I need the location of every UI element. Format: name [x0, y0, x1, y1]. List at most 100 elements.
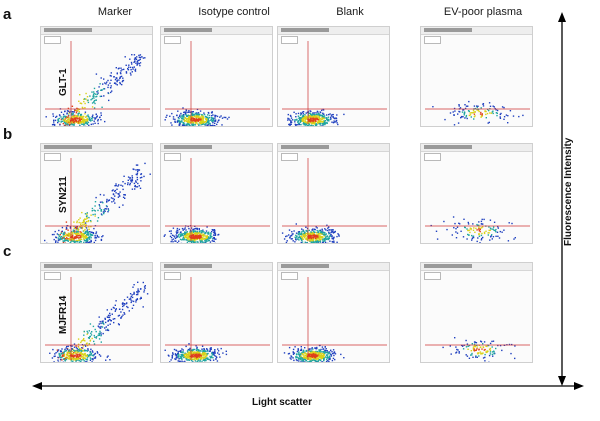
event-dot	[206, 349, 209, 351]
event-dot	[82, 339, 84, 342]
event-dot	[71, 237, 74, 239]
event-dot	[121, 185, 124, 187]
event-dot	[99, 83, 101, 85]
gate-dropdown[interactable]	[44, 153, 61, 161]
event-dot	[453, 227, 455, 229]
event-dot	[75, 117, 77, 120]
event-dot	[300, 239, 303, 242]
event-dot	[286, 235, 288, 237]
event-dot	[189, 125, 192, 126]
event-dot	[80, 353, 82, 355]
event-dot	[94, 102, 96, 105]
event-dot	[84, 235, 86, 238]
gate-dropdown[interactable]	[164, 272, 181, 280]
event-dot	[195, 352, 197, 354]
event-dot	[117, 185, 119, 187]
event-dot	[303, 232, 305, 234]
event-dot	[297, 357, 299, 359]
gate-dropdown[interactable]	[164, 36, 181, 44]
event-dot	[301, 111, 304, 113]
event-dot	[301, 234, 303, 236]
event-dot	[81, 120, 83, 123]
event-dot	[469, 231, 471, 234]
event-dot	[467, 345, 469, 347]
event-dot	[127, 176, 130, 178]
event-dot	[465, 346, 468, 348]
event-dot	[191, 351, 193, 353]
event-dot	[326, 114, 328, 116]
event-dot	[298, 351, 300, 353]
event-dot	[195, 349, 198, 352]
event-dot	[319, 241, 321, 243]
gate-dropdown[interactable]	[281, 36, 298, 44]
event-dot	[139, 54, 142, 56]
event-dot	[65, 239, 67, 241]
event-dot	[311, 229, 314, 231]
event-dot	[94, 236, 96, 239]
event-dot	[199, 350, 202, 352]
event-dot	[181, 355, 183, 357]
event-dot	[179, 120, 181, 123]
gate-dropdown[interactable]	[281, 153, 298, 161]
event-dot	[169, 361, 171, 362]
event-dot	[133, 293, 135, 295]
gate-dropdown[interactable]	[424, 36, 441, 44]
event-dot	[325, 348, 327, 350]
event-dot	[136, 63, 139, 65]
gate-dropdown[interactable]	[424, 153, 441, 161]
event-dot	[316, 357, 319, 359]
event-dot	[300, 238, 303, 240]
event-dot	[183, 235, 186, 237]
event-dot	[204, 115, 207, 118]
event-dot	[324, 228, 326, 230]
gate-dropdown[interactable]	[281, 272, 298, 280]
event-dot	[95, 237, 98, 239]
event-dot	[295, 237, 297, 239]
event-dot	[189, 124, 191, 126]
event-dot	[208, 233, 210, 235]
event-dot	[115, 300, 117, 302]
event-dot	[79, 125, 81, 126]
event-dot	[307, 349, 310, 352]
event-dot	[75, 109, 77, 112]
event-dot	[308, 237, 310, 239]
event-dot	[199, 359, 202, 361]
event-dot	[67, 353, 69, 355]
event-dot	[209, 124, 211, 126]
event-dot	[201, 120, 203, 123]
gate-dropdown[interactable]	[424, 272, 441, 280]
event-dot	[127, 68, 129, 70]
event-dot	[302, 119, 305, 121]
event-dot	[102, 320, 104, 322]
event-dot	[300, 235, 303, 238]
event-dot	[497, 227, 499, 229]
event-dot	[58, 126, 59, 127]
event-dot	[487, 350, 489, 353]
event-dot	[189, 118, 191, 120]
gate-dropdown[interactable]	[164, 153, 181, 161]
gate-dropdown[interactable]	[44, 272, 61, 280]
event-dot	[63, 233, 65, 235]
event-dot	[86, 333, 88, 335]
event-dot	[200, 241, 202, 243]
event-dot	[315, 226, 317, 228]
event-dot	[89, 357, 92, 359]
event-dot	[74, 350, 76, 352]
event-dot	[329, 232, 331, 235]
row-letter-b: b	[3, 126, 13, 143]
event-dot	[470, 354, 472, 356]
event-dot	[87, 99, 89, 101]
event-dot	[97, 217, 100, 219]
event-dot	[188, 343, 190, 345]
event-dot	[514, 357, 516, 360]
event-dot	[295, 238, 297, 240]
event-dot	[82, 119, 84, 121]
event-dot	[86, 212, 88, 214]
event-dot	[134, 185, 136, 188]
gate-dropdown[interactable]	[44, 36, 61, 44]
event-dot	[483, 231, 486, 234]
event-dot	[187, 353, 189, 355]
event-dot	[194, 115, 196, 117]
event-dot	[307, 361, 309, 362]
event-dot	[179, 361, 182, 362]
